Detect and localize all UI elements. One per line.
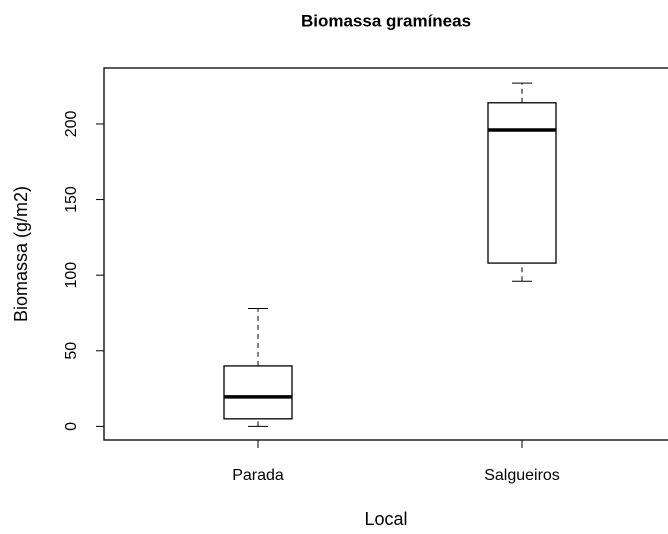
y-tick-label: 150 — [63, 186, 80, 213]
x-axis-label: Local — [364, 509, 407, 529]
box — [223, 365, 293, 420]
y-tick-label: 100 — [63, 262, 80, 289]
plot-frame — [103, 67, 668, 441]
chart-title: Biomassa gramíneas — [301, 11, 471, 30]
y-axis-label: Biomassa (g/m2) — [11, 186, 31, 322]
y-tick-label: 0 — [63, 422, 80, 431]
x-tick-label: Parada — [232, 467, 284, 484]
box — [487, 102, 557, 264]
y-tick-label: 200 — [63, 111, 80, 138]
y-tick-label: 50 — [63, 342, 80, 360]
x-tick-label: Salgueiros — [484, 467, 560, 484]
